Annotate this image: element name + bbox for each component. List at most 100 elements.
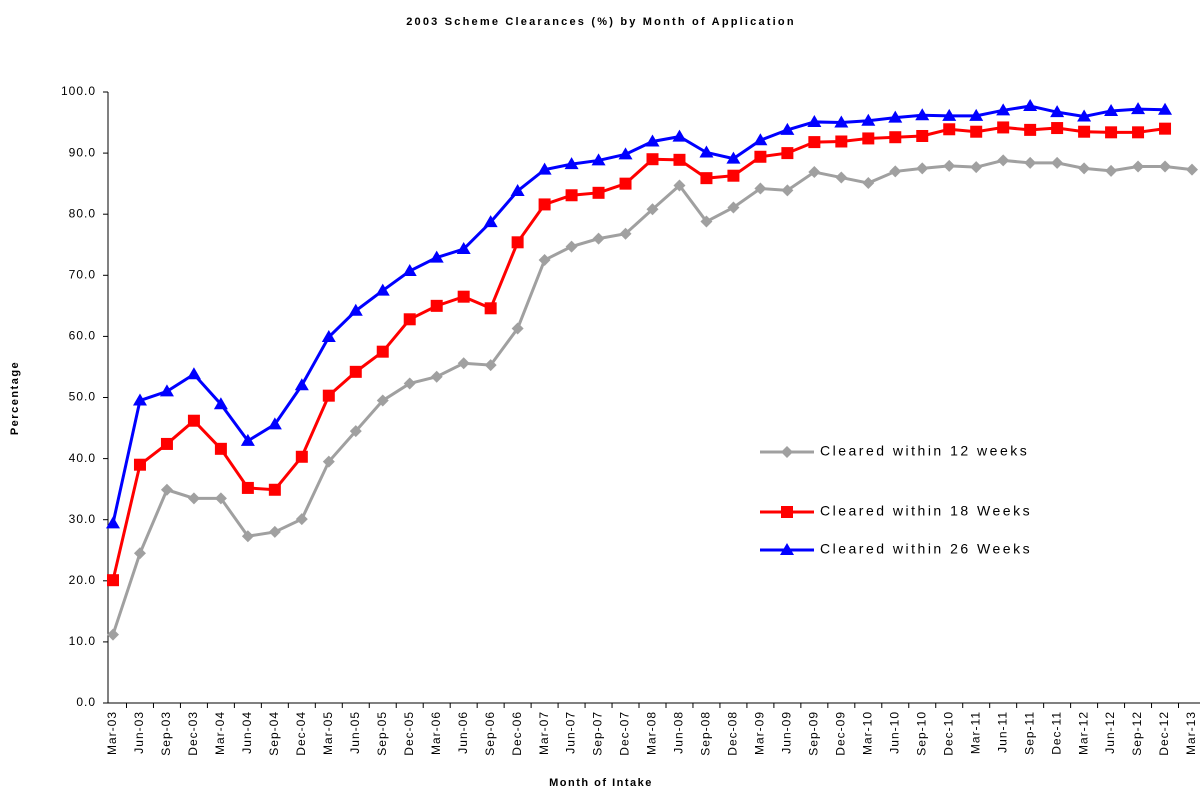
- x-tick-label: Mar-13: [1184, 711, 1198, 755]
- marker: [457, 357, 470, 370]
- marker: [943, 159, 956, 172]
- marker: [160, 483, 173, 496]
- marker: [699, 145, 714, 158]
- marker: [942, 108, 957, 121]
- marker: [591, 153, 606, 166]
- marker: [564, 157, 579, 170]
- marker: [1105, 126, 1118, 139]
- marker: [943, 123, 956, 136]
- x-tick-label: Dec-09: [833, 711, 847, 756]
- marker: [107, 574, 119, 587]
- marker: [835, 135, 848, 148]
- x-tick-label: Sep-12: [1130, 711, 1144, 756]
- marker: [727, 169, 740, 182]
- marker: [349, 425, 362, 438]
- marker: [916, 129, 929, 142]
- marker: [618, 147, 633, 160]
- marker: [484, 359, 497, 372]
- marker: [376, 394, 389, 407]
- x-tick-label: Sep-03: [159, 711, 173, 756]
- marker: [456, 242, 471, 255]
- marker: [970, 161, 983, 174]
- x-tick-label: Sep-09: [807, 711, 821, 756]
- marker: [1186, 163, 1198, 176]
- x-tick-label: Jun-09: [780, 711, 794, 754]
- marker: [483, 215, 498, 228]
- x-tick-label: Dec-04: [294, 711, 308, 756]
- x-tick-label: Jun-03: [132, 711, 146, 754]
- y-tick-label: 0.0: [76, 695, 96, 709]
- marker: [807, 114, 822, 127]
- x-tick-label: Dec-06: [510, 711, 524, 756]
- marker: [1078, 125, 1091, 138]
- marker: [268, 483, 281, 496]
- legend-label: Cleared within 26 Weeks: [820, 541, 1032, 557]
- marker: [673, 179, 686, 192]
- marker: [241, 481, 254, 494]
- series-line: [111, 158, 1193, 636]
- marker: [538, 254, 551, 267]
- marker: [862, 177, 875, 190]
- marker: [780, 543, 794, 555]
- x-tick-label: Jun-08: [672, 711, 686, 754]
- marker: [997, 154, 1010, 167]
- x-tick-label: Jun-11: [995, 711, 1009, 753]
- x-tick-label: Mar-08: [645, 711, 659, 755]
- marker: [997, 121, 1010, 134]
- marker: [565, 240, 578, 253]
- marker: [1105, 164, 1118, 177]
- marker: [1159, 160, 1172, 173]
- marker: [1131, 102, 1146, 115]
- marker: [1132, 126, 1145, 139]
- marker: [754, 150, 767, 163]
- x-axis-title: Month of Intake: [549, 777, 653, 789]
- x-tick-label: Jun-05: [348, 711, 362, 754]
- marker: [214, 442, 227, 455]
- marker: [1132, 160, 1145, 173]
- marker: [727, 201, 740, 214]
- marker: [781, 147, 794, 160]
- y-tick-label: 30.0: [69, 512, 96, 526]
- x-tick-label: Sep-10: [914, 711, 928, 756]
- x-tick-label: Mar-09: [753, 711, 767, 755]
- marker: [267, 417, 282, 430]
- x-tick-label: Sep-05: [375, 711, 389, 756]
- marker: [321, 330, 336, 343]
- marker: [834, 115, 849, 128]
- marker: [107, 628, 119, 641]
- marker: [1024, 156, 1037, 169]
- marker: [673, 153, 686, 166]
- marker: [916, 162, 929, 175]
- marker: [1159, 122, 1172, 135]
- marker: [537, 162, 552, 175]
- marker: [160, 437, 173, 450]
- marker: [781, 184, 794, 197]
- y-tick-label: 60.0: [69, 329, 96, 343]
- marker: [700, 172, 713, 185]
- marker: [348, 303, 363, 316]
- marker: [186, 367, 201, 380]
- marker: [808, 166, 821, 179]
- marker: [429, 250, 444, 263]
- marker: [322, 455, 335, 468]
- y-tick-label: 10.0: [69, 634, 96, 648]
- marker: [511, 322, 524, 335]
- marker: [781, 446, 793, 458]
- marker: [511, 236, 524, 249]
- marker: [781, 506, 793, 518]
- marker: [187, 492, 200, 505]
- marker: [592, 186, 605, 199]
- marker: [619, 227, 632, 240]
- y-tick-label: 100.0: [61, 84, 96, 98]
- marker: [970, 125, 983, 138]
- marker: [375, 283, 390, 296]
- x-tick-label: Dec-03: [186, 711, 200, 756]
- marker: [457, 290, 470, 303]
- marker: [1078, 162, 1091, 175]
- marker: [376, 345, 389, 358]
- marker: [187, 414, 200, 427]
- marker: [510, 183, 525, 196]
- marker: [484, 302, 497, 315]
- marker: [213, 397, 228, 410]
- marker: [159, 384, 174, 397]
